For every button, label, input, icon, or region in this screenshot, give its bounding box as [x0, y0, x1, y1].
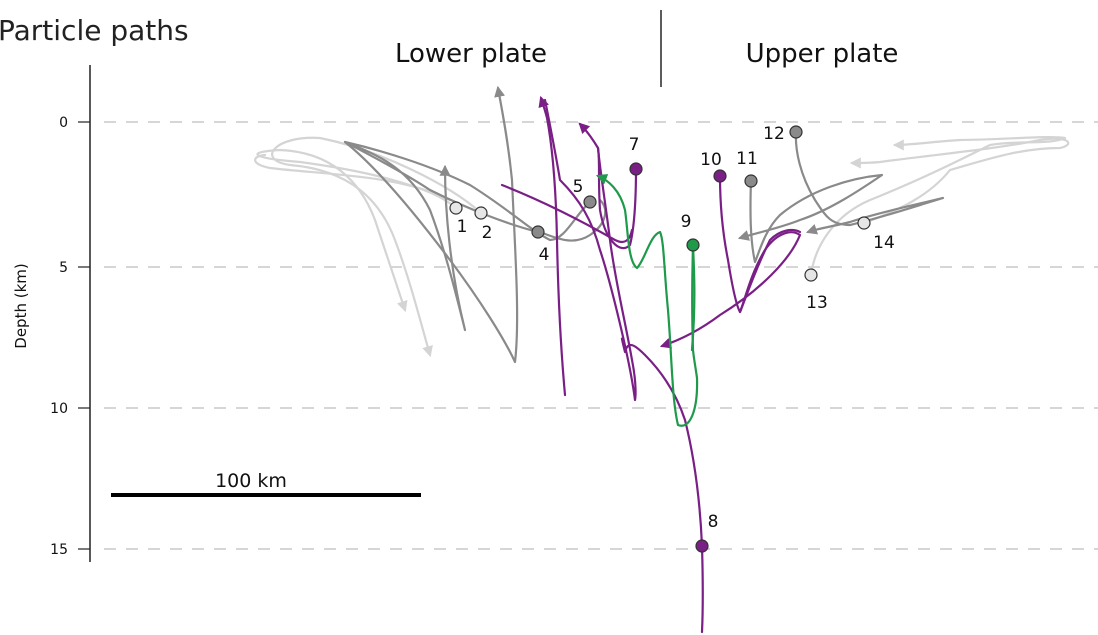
- particle-5-label: 5: [573, 177, 584, 197]
- path-particle-8c: [500, 183, 634, 244]
- y-axis-label: Depth (km): [12, 263, 30, 348]
- scale-bar-label: 100 km: [215, 470, 287, 492]
- path-particle-9b: [690, 243, 696, 352]
- lower-plate-label: Lower plate: [395, 39, 547, 69]
- path-particle-5: [343, 85, 592, 364]
- tick-label-10: 10: [50, 401, 68, 417]
- path-particle-10: [659, 174, 802, 349]
- path-particle-11: [737, 173, 884, 264]
- particle-13-marker: [804, 268, 818, 282]
- particle-8-label: 8: [708, 512, 719, 532]
- path-particle-1: [256, 148, 458, 313]
- particle-14-marker: [857, 216, 871, 230]
- path-particle-10b: [738, 229, 802, 314]
- path-particle-4: [343, 140, 540, 332]
- particle-5-marker: [583, 195, 597, 209]
- particle-8-marker: [695, 539, 709, 553]
- upper-plate-label: Upper plate: [746, 39, 899, 69]
- particle-7-label: 7: [629, 135, 640, 155]
- tick-label-0: 0: [59, 115, 68, 131]
- path-particle-9: [595, 174, 699, 427]
- particle-13-label: 13: [806, 293, 828, 313]
- path-particle-14: [849, 137, 1070, 225]
- tick-label-5: 5: [59, 260, 68, 276]
- particle-11-marker: [744, 174, 758, 188]
- particle-10-label: 10: [700, 150, 722, 170]
- particle-9-label: 9: [681, 212, 692, 232]
- particle-4-label: 4: [539, 245, 550, 265]
- particle-10-marker: [713, 169, 727, 183]
- tick-label-15: 15: [50, 542, 68, 558]
- particle-14-label: 14: [873, 233, 895, 253]
- particle-1-marker: [449, 201, 463, 215]
- gridlines: [104, 121, 1098, 550]
- particle-9-marker: [686, 238, 700, 252]
- path-particle-2: [271, 136, 483, 358]
- particle-11-label: 11: [736, 149, 758, 169]
- path-particle-12: [794, 130, 945, 235]
- path-particle-7c: [538, 95, 567, 397]
- particle-12-label: 12: [763, 124, 785, 144]
- particle-7-marker: [629, 162, 643, 176]
- particle-4-marker: [531, 225, 545, 239]
- chart-title: Particle paths: [0, 14, 189, 47]
- particle-12-marker: [789, 125, 803, 139]
- path-particle-8b: [700, 544, 704, 634]
- particle-2-marker: [474, 206, 488, 220]
- path-particle-13: [809, 135, 1067, 277]
- particle-1-label: 1: [457, 217, 468, 237]
- particle-2-label: 2: [482, 223, 493, 243]
- path-particle-7b: [543, 98, 637, 402]
- path-particle-1b: [254, 153, 452, 202]
- path-particle-8: [620, 337, 704, 548]
- path-particle-7: [578, 122, 638, 250]
